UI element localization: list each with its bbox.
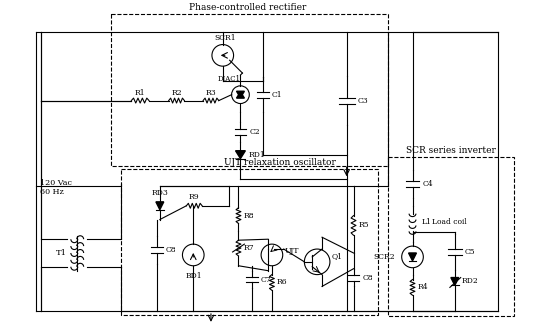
- Text: C3: C3: [357, 97, 368, 105]
- Text: L1: L1: [421, 218, 431, 226]
- Text: SCR series inverter: SCR series inverter: [406, 146, 496, 155]
- Text: R1: R1: [135, 89, 145, 97]
- Text: C7: C7: [261, 276, 272, 284]
- Text: 120 Vac: 120 Vac: [40, 179, 72, 187]
- Text: Q1: Q1: [332, 252, 343, 260]
- Text: C8: C8: [363, 274, 373, 282]
- Text: BD1: BD1: [186, 272, 202, 280]
- Text: T1: T1: [56, 249, 67, 257]
- Polygon shape: [409, 253, 417, 261]
- Text: C8: C8: [166, 246, 176, 254]
- Text: R3: R3: [206, 89, 216, 97]
- Text: SCR2: SCR2: [373, 253, 395, 261]
- Text: C5: C5: [465, 248, 475, 256]
- Text: R5: R5: [358, 221, 369, 229]
- Text: R6: R6: [277, 279, 287, 287]
- Polygon shape: [451, 278, 459, 286]
- Text: 60 Hz: 60 Hz: [40, 188, 64, 196]
- Text: R4: R4: [418, 283, 428, 291]
- Text: R9: R9: [189, 193, 200, 201]
- Text: RD2: RD2: [462, 278, 478, 286]
- Text: UJT: UJT: [285, 247, 299, 255]
- Text: Load coil: Load coil: [432, 218, 467, 226]
- Polygon shape: [235, 151, 245, 159]
- Polygon shape: [237, 91, 245, 98]
- Text: SCR1: SCR1: [214, 34, 235, 42]
- Polygon shape: [237, 92, 245, 98]
- Text: RD1: RD1: [248, 151, 265, 159]
- Text: R2: R2: [171, 89, 182, 97]
- Text: R8: R8: [244, 212, 254, 220]
- Text: C2: C2: [249, 128, 260, 136]
- Text: UJT relaxation oscillator: UJT relaxation oscillator: [224, 158, 336, 167]
- Text: RD3: RD3: [152, 189, 168, 197]
- Text: C1: C1: [272, 91, 282, 99]
- Text: DIAC1: DIAC1: [217, 75, 240, 83]
- Text: Phase-controlled rectifier: Phase-controlled rectifier: [189, 3, 306, 12]
- Text: C4: C4: [422, 180, 433, 188]
- Text: R7: R7: [244, 244, 254, 252]
- Polygon shape: [156, 202, 164, 210]
